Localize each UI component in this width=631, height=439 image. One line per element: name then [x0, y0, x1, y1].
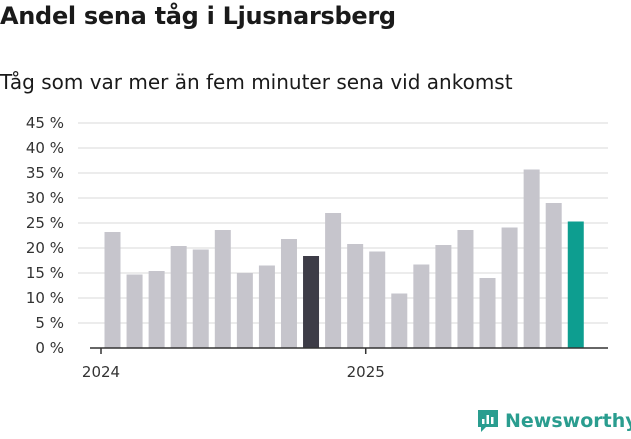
bar-2024-12	[347, 244, 364, 348]
bar-2024-03	[148, 271, 165, 348]
y-tick-label: 0 %	[35, 339, 64, 357]
bar-2025-02	[391, 293, 408, 348]
y-tick-label: 25 %	[26, 214, 64, 232]
bar-2024-06	[214, 230, 231, 348]
y-tick-label: 40 %	[26, 139, 64, 157]
grid-lines	[78, 122, 608, 324]
bar-chart: 0 % 5 % 10 % 15 % 20 % 25 % 30 % 35 % 40 % 45 % 2…	[26, 114, 608, 381]
newsworthy-logo-icon	[478, 410, 498, 432]
bar-2024-10	[303, 256, 320, 348]
y-tick-label: 30 %	[26, 189, 64, 207]
bars	[104, 169, 584, 348]
bar-2024-05	[192, 249, 209, 348]
bar-2024-04	[170, 246, 187, 348]
y-tick-label: 15 %	[26, 264, 64, 282]
bar-2025-08	[523, 169, 540, 348]
chart-title: Andel sena tåg i Ljusnarsberg	[0, 2, 396, 30]
y-tick-label: 35 %	[26, 164, 64, 182]
bar-2025-01	[369, 251, 386, 348]
bar-2024-07	[236, 273, 253, 348]
y-tick-label: 5 %	[35, 314, 64, 332]
y-axis-ticks: 0 % 5 % 10 % 15 % 20 % 25 % 30 % 35 % 40 % 45 %	[26, 114, 64, 357]
bar-2025-07	[501, 227, 518, 348]
chart-subtitle: Tåg som var mer än fem minuter sena vid …	[0, 70, 513, 94]
bar-2024-02	[126, 274, 143, 348]
bar-2024-09	[280, 239, 297, 348]
bar-2024-08	[258, 265, 275, 348]
bar-2025-09	[545, 203, 562, 348]
bar-2025-06	[479, 278, 496, 348]
y-tick-label: 20 %	[26, 239, 64, 257]
bar-2024-01	[104, 232, 121, 348]
x-tick-label: 2025	[347, 363, 385, 381]
y-tick-label: 45 %	[26, 114, 64, 132]
x-tick-label: 2024	[82, 363, 120, 381]
bar-2025-04	[435, 245, 452, 348]
newsworthy-logo-text: Newsworthy	[505, 410, 631, 432]
bar-2025-10	[567, 221, 584, 348]
bar-2025-03	[413, 264, 430, 348]
x-axis: 2024 2025	[82, 347, 608, 381]
bar-2025-05	[457, 230, 474, 348]
y-tick-label: 10 %	[26, 289, 64, 307]
bar-2024-11	[325, 213, 342, 348]
newsworthy-logo: Newsworthy	[476, 408, 631, 434]
